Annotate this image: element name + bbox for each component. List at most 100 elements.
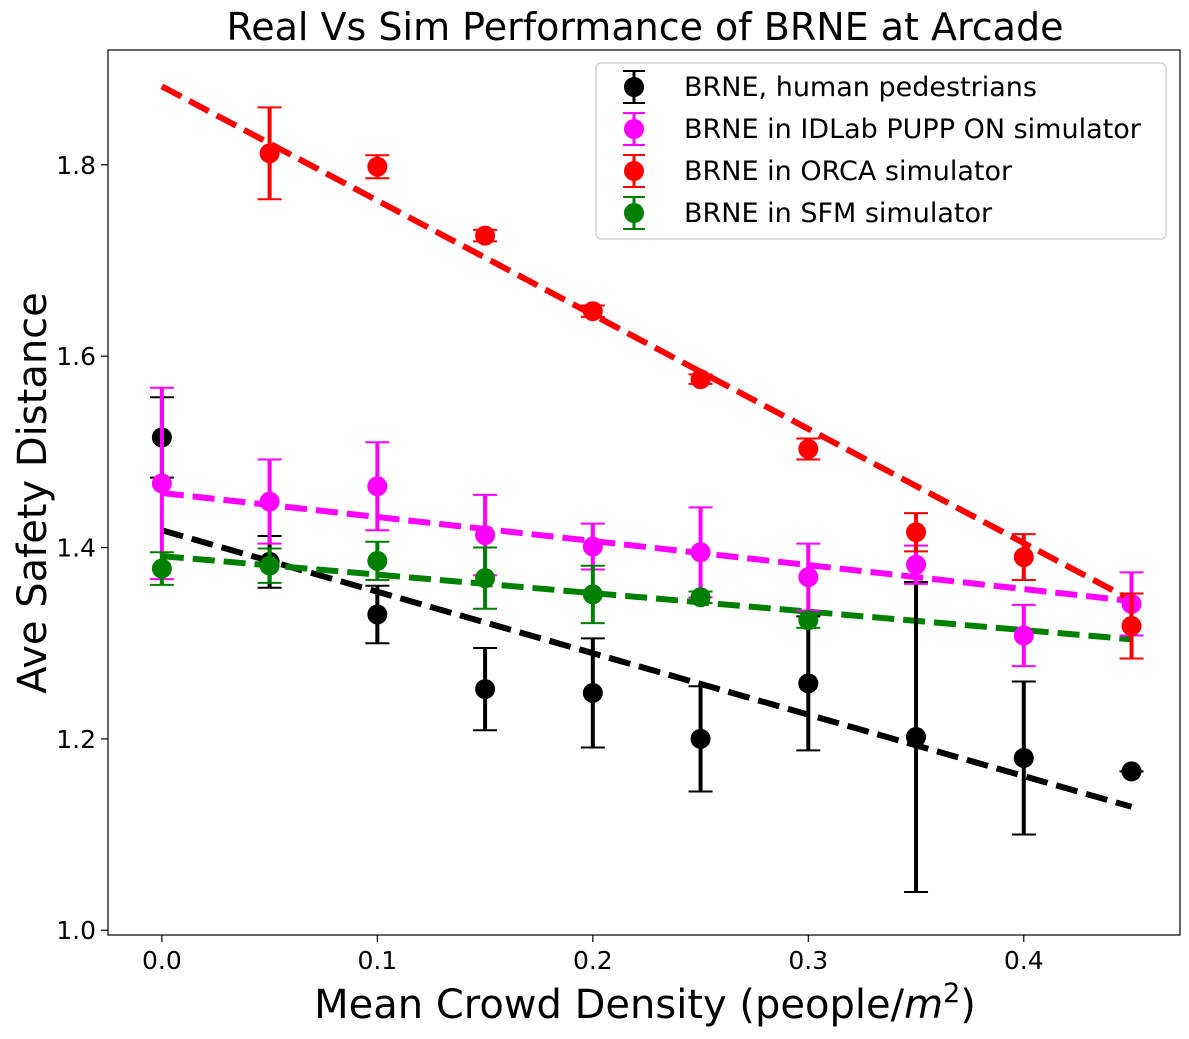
- x-axis-label-close: ): [960, 982, 976, 1028]
- data-point: [475, 225, 496, 246]
- legend-marker: [624, 119, 644, 139]
- data-point: [582, 682, 603, 703]
- data-point-group: [473, 546, 498, 610]
- data-point-group: [796, 610, 821, 631]
- x-tick-label: 0.0: [142, 946, 182, 975]
- data-point-group: [796, 615, 821, 752]
- data-point-group: [1011, 603, 1036, 668]
- x-axis-label-text: Mean Crowd Density (people/: [314, 982, 904, 1028]
- y-tick-label: 1.6: [56, 342, 96, 371]
- legend-entry: BRNE, human pedestrians: [623, 70, 1037, 104]
- data-point: [1013, 625, 1034, 646]
- data-point-group: [149, 551, 174, 586]
- data-point: [690, 542, 711, 563]
- x-axis-label: Mean Crowd Density (people/m2): [314, 978, 976, 1028]
- data-point: [582, 536, 603, 557]
- legend-marker: [624, 203, 644, 223]
- data-point-group: [473, 225, 498, 246]
- chart-title: Real Vs Sim Performance of BRNE at Arcad…: [227, 5, 1064, 49]
- x-axis-label-unit: m: [904, 982, 943, 1028]
- data-point: [259, 143, 280, 164]
- data-point: [151, 473, 172, 494]
- data-point: [1121, 761, 1142, 782]
- data-point: [906, 726, 927, 747]
- data-point: [151, 558, 172, 579]
- data-point: [1013, 547, 1034, 568]
- data-point: [367, 604, 388, 625]
- axis-ticks: 0.0 0.1 0.2 0.3 0.4 1.0 1.2 1.4 1.6 1.8: [56, 151, 1043, 975]
- data-point: [367, 550, 388, 571]
- legend-label: BRNE, human pedestrians: [684, 72, 1037, 103]
- data-point: [475, 568, 496, 589]
- data-point-group: [904, 544, 929, 585]
- data-point: [690, 587, 711, 608]
- x-tick-label: 0.4: [1004, 946, 1044, 975]
- data-point-group: [257, 547, 282, 584]
- legend-entry: BRNE in IDLab PUPP ON simulator: [623, 112, 1142, 146]
- data-point: [582, 584, 603, 605]
- y-tick-label: 1.8: [56, 151, 96, 180]
- data-point-group: [257, 458, 282, 545]
- data-point-group: [688, 506, 713, 599]
- data-point: [906, 554, 927, 575]
- data-point: [690, 728, 711, 749]
- data-point: [906, 522, 927, 543]
- fit-line-series-3: [161, 553, 1132, 643]
- legend-marker: [624, 77, 644, 97]
- data-point-group: [580, 301, 605, 322]
- data-point-group: [365, 584, 390, 645]
- data-point: [798, 673, 819, 694]
- data-point: [798, 610, 819, 631]
- data-point: [475, 679, 496, 700]
- legend-label: BRNE in IDLab PUPP ON simulator: [684, 114, 1142, 145]
- data-point-group: [1011, 680, 1036, 836]
- x-axis-label-exponent: 2: [943, 978, 960, 1009]
- x-tick-label: 0.3: [788, 946, 828, 975]
- y-axis-label: Ave Safety Distance: [10, 292, 56, 694]
- data-point-group: [688, 587, 713, 608]
- data-point-group: [904, 580, 929, 893]
- data-point-group: [365, 154, 390, 180]
- legend-entry: BRNE in ORCA simulator: [623, 154, 1013, 188]
- data-point-group: [796, 542, 821, 612]
- x-tick-label: 0.2: [573, 946, 613, 975]
- fit-line-series-2: [160, 83, 1133, 603]
- legend-marker: [624, 161, 644, 181]
- data-point-group: [688, 685, 713, 793]
- data-point: [798, 567, 819, 588]
- data-point-group: [580, 564, 605, 625]
- data-point-group: [365, 441, 390, 532]
- data-point-group: [1119, 761, 1144, 782]
- data-point: [367, 476, 388, 497]
- data-point: [259, 491, 280, 512]
- plot-frame: [107, 49, 1181, 936]
- data-point: [798, 438, 819, 459]
- data-point-group: [796, 437, 821, 461]
- data-point-group: [688, 369, 713, 390]
- y-tick-label: 1.0: [56, 916, 96, 945]
- data-point-group: [580, 522, 605, 571]
- data-point-group: [1011, 533, 1036, 582]
- fit-line-series-0: [161, 527, 1133, 810]
- data-point-group: [257, 106, 282, 201]
- y-tick-label: 1.4: [56, 534, 96, 563]
- data-point: [582, 301, 603, 322]
- legend-box: [595, 62, 1167, 240]
- data-point: [259, 555, 280, 576]
- data-point: [367, 156, 388, 177]
- data-point-group: [904, 512, 929, 553]
- plot-marks: [149, 83, 1144, 893]
- y-tick-label: 1.2: [56, 725, 96, 754]
- data-point-group: [1119, 592, 1144, 660]
- data-point-group: [580, 637, 605, 749]
- data-point: [1013, 748, 1034, 768]
- data-point-group: [473, 646, 498, 732]
- legend-label: BRNE in ORCA simulator: [684, 156, 1013, 187]
- data-point-group: [365, 540, 390, 582]
- legend: BRNE, human pedestrians BRNE in IDLab PUP…: [595, 62, 1167, 240]
- fit-line-series-1: [161, 489, 1132, 605]
- data-point-group: [149, 386, 174, 581]
- legend-label: BRNE in SFM simulator: [684, 198, 993, 229]
- legend-entry: BRNE in SFM simulator: [623, 196, 993, 230]
